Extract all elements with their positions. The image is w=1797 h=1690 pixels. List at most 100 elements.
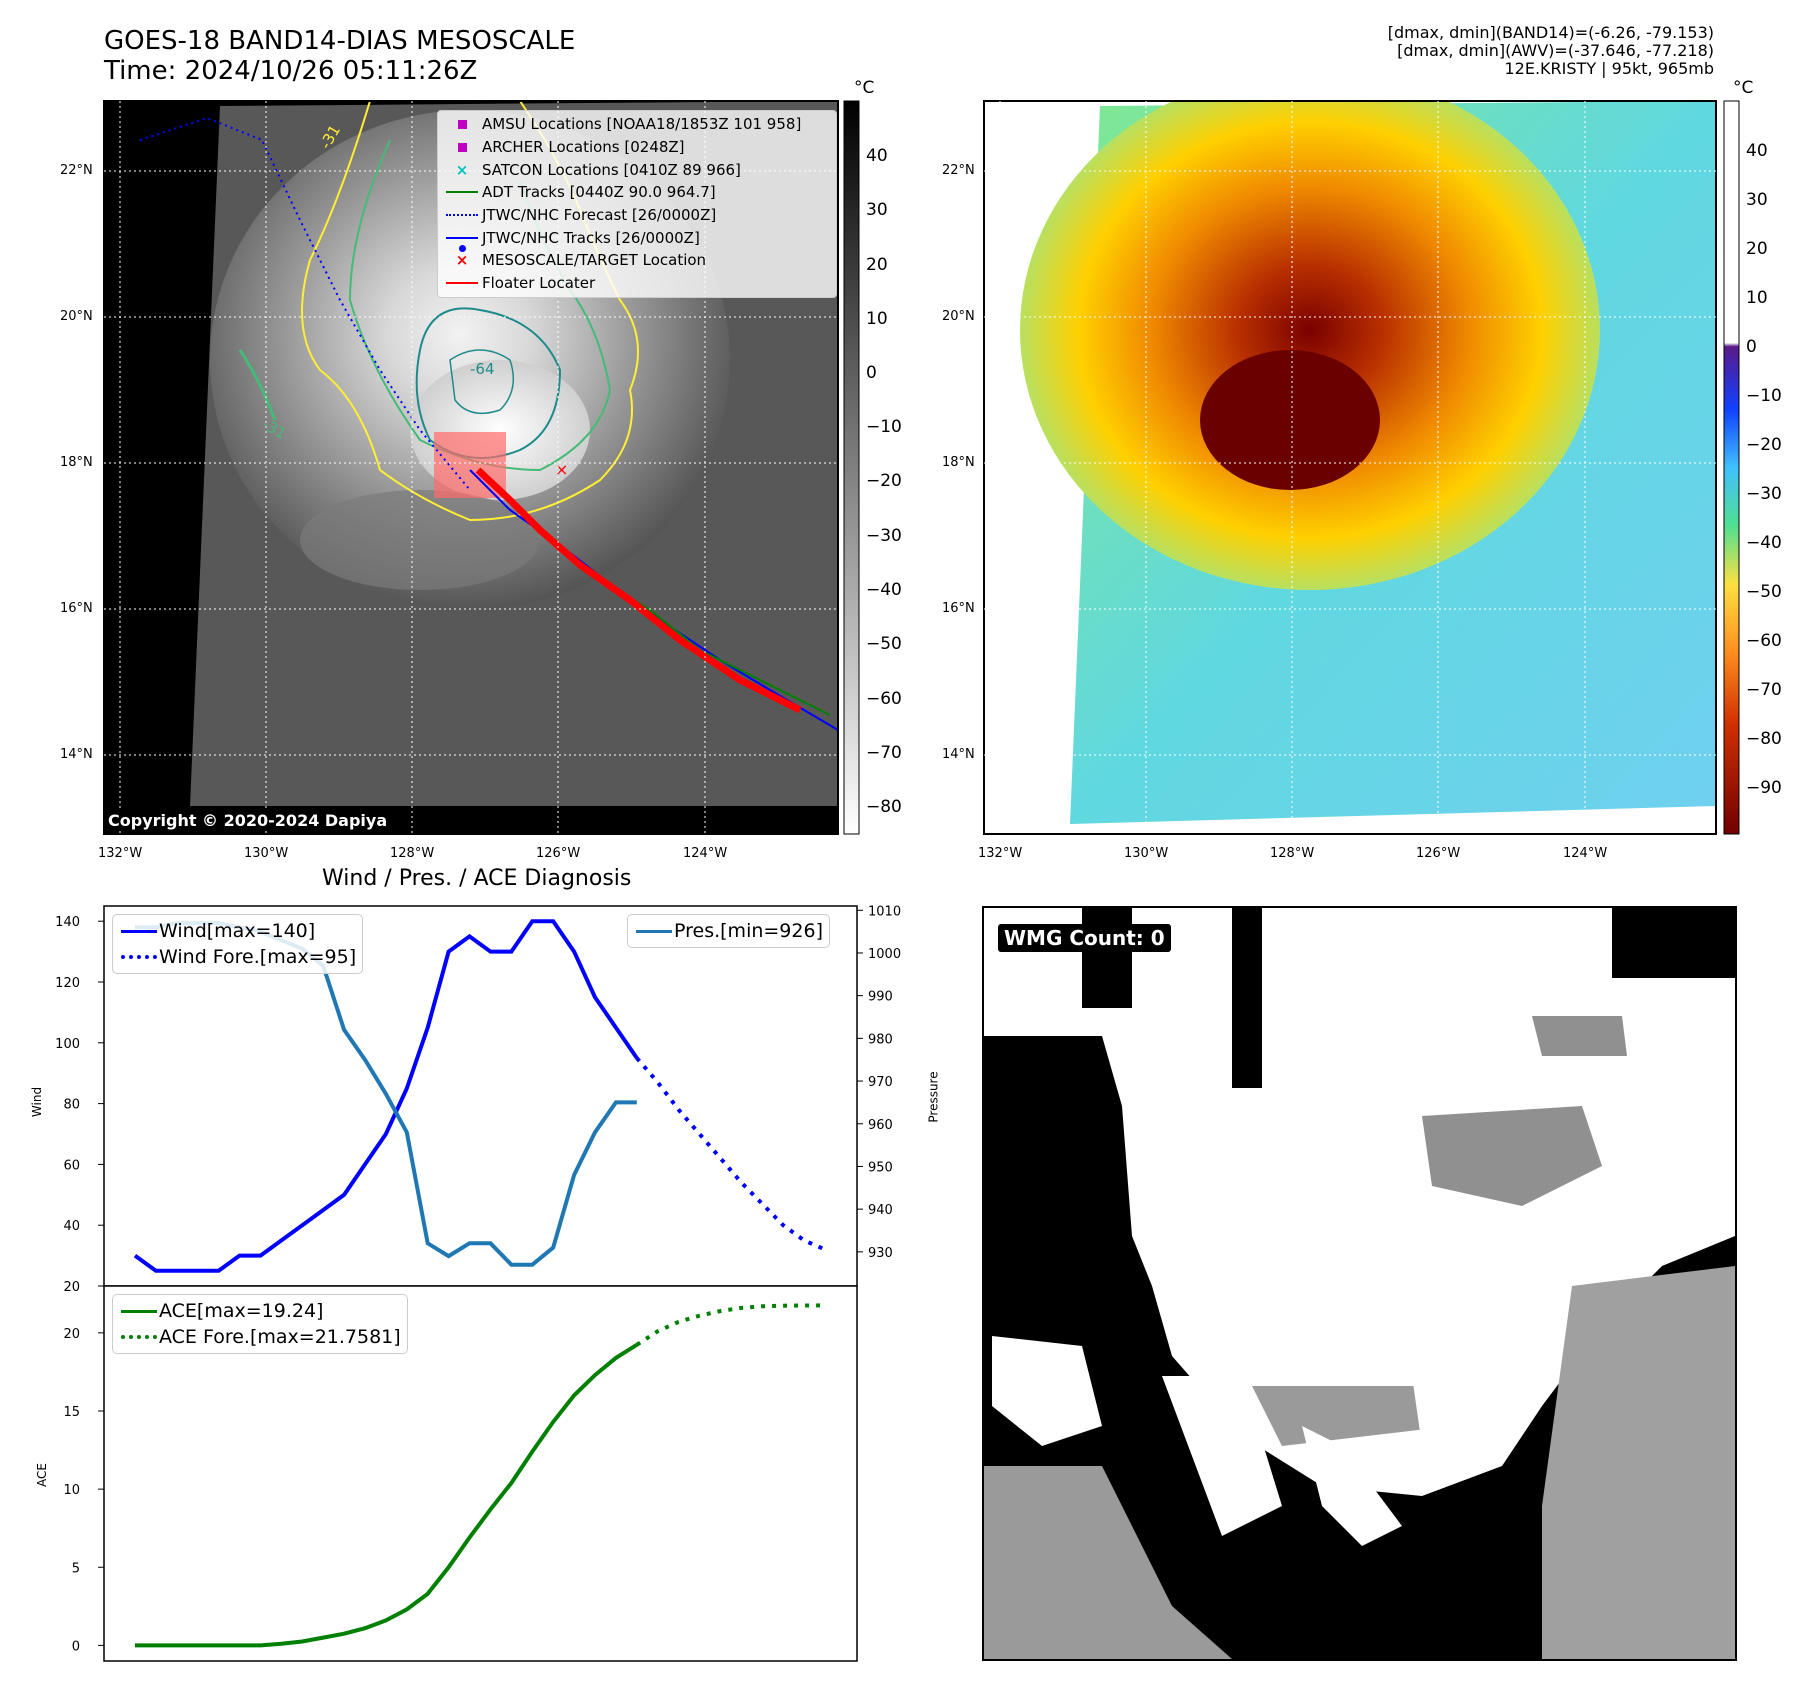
ir-colorbar (843, 100, 860, 835)
wind-tick-label: 80 (63, 1098, 80, 1113)
line-icon (636, 929, 672, 933)
colorbar-tick: −90 (1746, 778, 1782, 798)
legend-item: ARCHER Locations [0248Z] (442, 136, 832, 159)
square-icon (457, 142, 467, 152)
dotted-line-icon (121, 1335, 157, 1339)
colorbar-tick: −20 (1746, 435, 1782, 455)
lon-label: 128°W (1270, 846, 1315, 861)
colorbar-tick: −80 (1746, 729, 1782, 749)
legend-item: × SATCON Locations [0410Z 89 966] (442, 158, 832, 181)
wind-series-line-forecast (635, 1056, 826, 1252)
legend-item: Wind[max=140] (119, 918, 356, 944)
wmg-count-label: WMG Count: 0 (998, 924, 1171, 952)
colorbar-tick: −70 (866, 743, 902, 763)
lat-label: 20°N (942, 309, 975, 324)
pressure-tick-label: 990 (868, 990, 893, 1005)
pressure-tick-label: 1000 (868, 947, 901, 962)
pressure-tick-label: 960 (868, 1118, 893, 1133)
wind-ylabel: Wind (30, 1086, 45, 1118)
figure-title: GOES-18 BAND14-DIAS MESOSCALE Time: 2024… (104, 26, 575, 86)
lon-label: 128°W (390, 846, 435, 861)
colorbar-tick: −40 (1746, 533, 1782, 553)
legend-item: AMSU Locations [NOAA18/1853Z 101 958] (442, 113, 832, 136)
pressure-tick-label: 1010 (868, 904, 901, 919)
lat-label: 18°N (60, 455, 93, 470)
title-product: GOES-18 BAND14-DIAS MESOSCALE (104, 26, 576, 56)
x-icon: × (455, 160, 469, 179)
colorbar-tick: −10 (866, 417, 902, 437)
title-time: Time: 2024/10/26 05:11:26Z (104, 56, 478, 86)
wv-storm (1020, 101, 1600, 590)
colorbar-tick: −20 (866, 471, 902, 491)
dotted-line-icon (121, 955, 157, 959)
wind-series-line (133, 919, 639, 1273)
legend-item: Pres.[min=926] (634, 918, 823, 944)
wv-core (1200, 350, 1380, 490)
lat-label: 14°N (60, 747, 93, 762)
colorbar-tick: −60 (1746, 631, 1782, 651)
colorbar-tick: 40 (1746, 141, 1768, 161)
colorbar-tick: −70 (1746, 680, 1782, 700)
stats-storm: 12E.KRISTY | 95kt, 965mb (1504, 59, 1715, 78)
square-icon (457, 119, 467, 129)
target-marker: × (555, 460, 568, 479)
ace-tick-label: 5 (72, 1561, 80, 1576)
legend-item: Floater Locater (442, 272, 832, 295)
colorbar-tick: −40 (866, 580, 902, 600)
colorbar-tick: −50 (866, 634, 902, 654)
pressure-tick-label: 930 (868, 1246, 893, 1261)
wind-tick-label: 60 (63, 1158, 80, 1173)
wind-tick-label: 140 (55, 915, 80, 930)
lon-label: 132°W (98, 846, 143, 861)
legend-item: ADT Tracks [0440Z 90.0 964.7] (442, 181, 832, 204)
contour-label: -64 (470, 360, 495, 378)
colorbar-tick: 0 (866, 363, 877, 383)
colorbar-tick: 0 (1746, 337, 1757, 357)
lat-label: 16°N (942, 601, 975, 616)
floater-track (475, 467, 802, 714)
colorbar-tick: −50 (1746, 582, 1782, 602)
lon-label: 124°W (683, 846, 728, 861)
legend-item: ACE[max=19.24] (119, 1298, 401, 1324)
colorbar-tick: −30 (1746, 484, 1782, 504)
lon-label: 124°W (1563, 846, 1608, 861)
pressure-ylabel: Pressure (926, 1071, 941, 1123)
colorbar-tick: 40 (866, 146, 888, 166)
wind-tick-label: 100 (55, 1037, 80, 1052)
line-icon (121, 929, 157, 933)
pressure-tick-label: 940 (868, 1203, 893, 1218)
x-icon: × (455, 251, 469, 270)
pressure-tick-label: 950 (868, 1160, 893, 1175)
legend-item: Wind Fore.[max=95] (119, 944, 356, 970)
legend-item: ACE Fore.[max=21.7581] (119, 1324, 401, 1350)
lat-label: 20°N (60, 309, 93, 324)
colorbar-tick: 20 (1746, 239, 1768, 259)
lon-label: 130°W (244, 846, 289, 861)
stats-awv: [dmax, dmin](AWV)=(-37.646, -77.218) (1397, 41, 1714, 60)
wmg-panel (982, 906, 1737, 1661)
legend-item: × MESOSCALE/TARGET Location (442, 249, 832, 272)
ace-tick-label: 20 (63, 1327, 80, 1342)
stats-band14: [dmax, dmin](BAND14)=(-6.26, -79.153) (1387, 23, 1714, 42)
ace-ylabel: ACE (34, 1463, 49, 1487)
line-icon (446, 236, 478, 239)
colorbar-tick: −60 (866, 689, 902, 709)
colorbar-tick: 10 (866, 309, 888, 329)
legend-item: JTWC/NHC Forecast [26/0000Z] (442, 204, 832, 227)
wmg-gray-region (1542, 1266, 1735, 1659)
pressure-tick-label: 970 (868, 1075, 893, 1090)
line-icon (121, 1309, 157, 1313)
dotted-line-icon (446, 214, 478, 217)
lat-label: 16°N (60, 601, 93, 616)
colorbar-tick: 20 (866, 255, 888, 275)
colorbar-unit: °C (854, 78, 875, 98)
lon-label: 130°W (1124, 846, 1169, 861)
ace-series-line (135, 1343, 638, 1648)
colorbar-tick: −30 (866, 526, 902, 546)
wv-panel (983, 100, 1740, 835)
colorbar-tick: 10 (1746, 288, 1768, 308)
ace-tick-label: 15 (63, 1405, 80, 1420)
line-icon (446, 191, 478, 194)
wv-colorbar (1723, 100, 1740, 835)
